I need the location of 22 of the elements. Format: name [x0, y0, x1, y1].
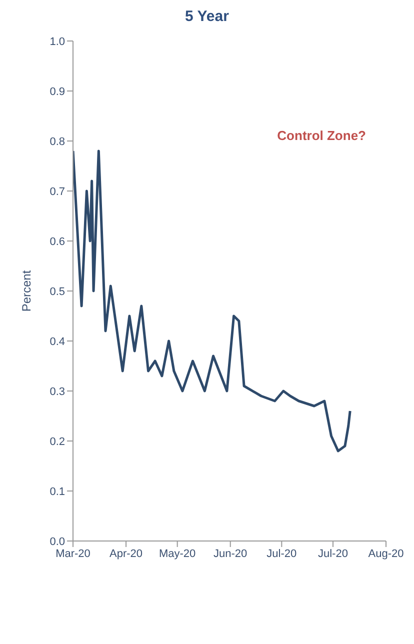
x-tick-label: Jun-20: [214, 548, 248, 560]
y-axis-title: Percent: [19, 270, 34, 312]
annotation: Control Zone?: [277, 128, 366, 143]
line-series: [73, 150, 352, 452]
y-tick-label: 0.6: [50, 236, 65, 248]
y-tick-label: 0.2: [50, 436, 65, 448]
y-tick-label: 0.8: [50, 136, 65, 148]
y-tick-label: 0.1: [50, 486, 65, 498]
x-tick-label: May-20: [158, 548, 196, 560]
x-tick-label: Mar-20: [56, 548, 90, 560]
x-tick-label: Aug-20: [368, 548, 404, 560]
chart-title: 5 Year: [184, 8, 230, 25]
x-tick-label: Jul-20: [318, 548, 348, 560]
y-tick-label: 1.0: [50, 36, 65, 48]
y-tick-label: 0.5: [50, 286, 65, 298]
y-tick-label: 0.3: [50, 386, 65, 398]
x-tick-label: Jul-20: [266, 548, 297, 560]
x-tick-label: Apr-20: [110, 548, 143, 560]
y-tick-label: 0.7: [50, 186, 65, 198]
y-tick-label: 0.9: [50, 86, 65, 98]
y-tick-label: 0.0: [50, 536, 65, 548]
y-tick-label: 0.4: [50, 336, 65, 348]
